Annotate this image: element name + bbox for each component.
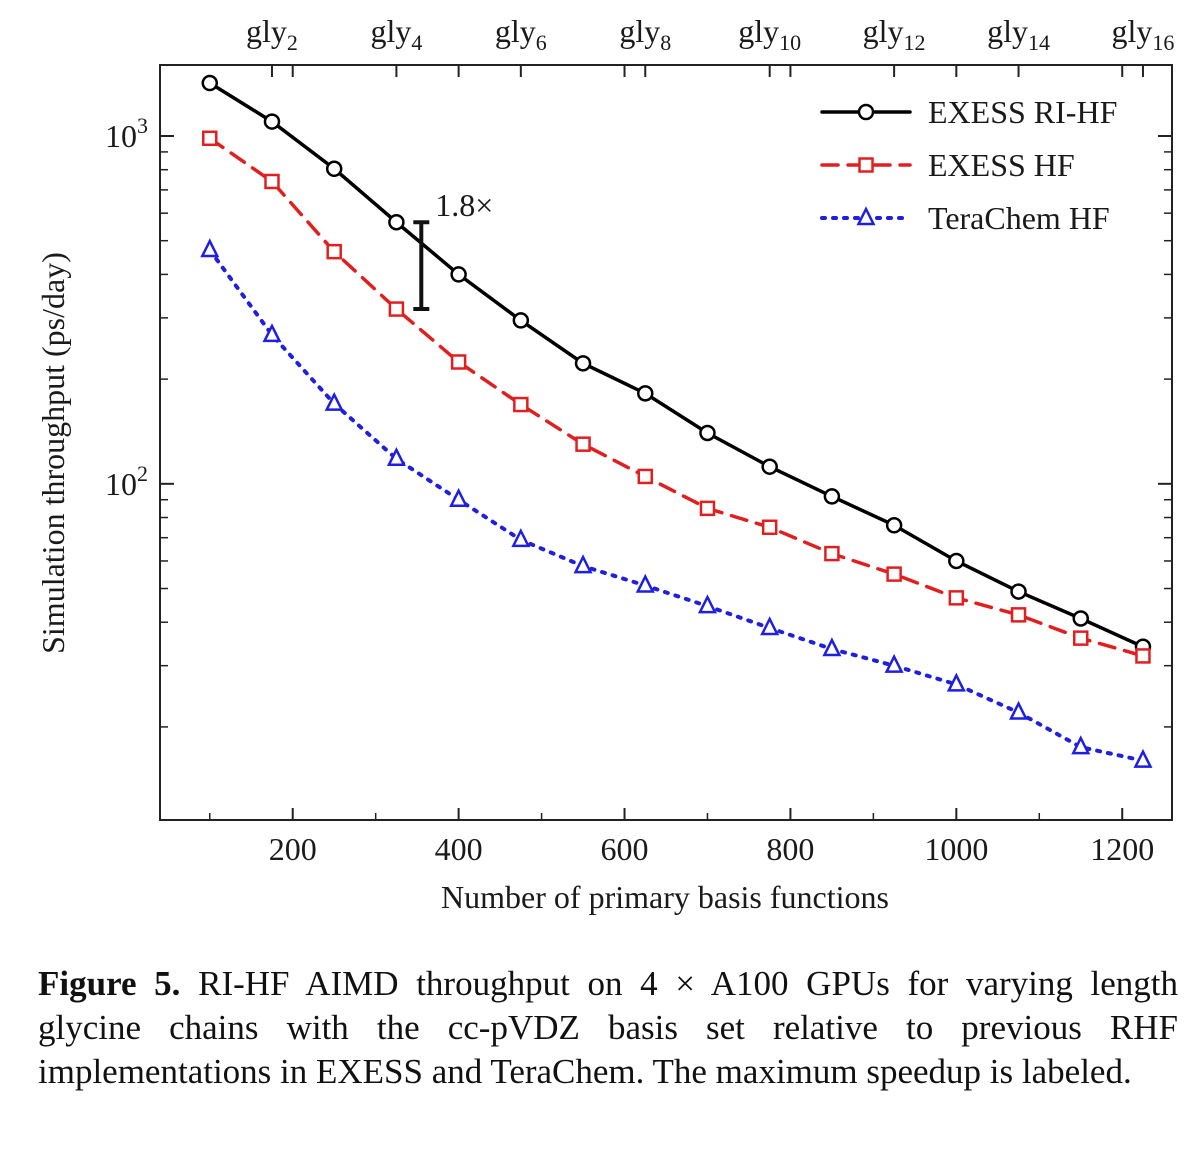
data-point (201, 74, 219, 92)
series-0 (201, 74, 1152, 656)
data-point (450, 266, 467, 283)
data-point (326, 243, 342, 260)
x-tick-label: 200 (269, 831, 317, 867)
top-tick-label: gly14 (987, 13, 1050, 55)
data-point (823, 488, 841, 505)
x-tick-label: 600 (601, 831, 649, 867)
series-line (208, 136, 1145, 658)
data-point (699, 424, 716, 442)
data-point (202, 130, 218, 147)
top-tick-label: gly16 (1112, 13, 1175, 55)
data-point (1073, 630, 1089, 646)
data-point (1133, 748, 1153, 768)
data-point (637, 385, 654, 402)
data-point (1071, 735, 1091, 755)
data-point (1135, 648, 1151, 664)
figure-caption: Figure 5. RI-HF AIMD throughput on 4 × A… (38, 962, 1178, 1094)
y-axis-title: Simulation throughput (ps/day) (35, 252, 71, 654)
series-2 (200, 238, 1153, 768)
legend-item-0: EXESS RI-HF (820, 94, 1117, 130)
data-point (856, 206, 876, 226)
data-point (388, 213, 405, 231)
x-tick-label: 400 (435, 831, 483, 867)
data-point (637, 468, 654, 485)
series-line (208, 81, 1145, 649)
data-point (857, 103, 875, 121)
data-point (575, 436, 591, 452)
data-point (760, 616, 780, 636)
data-point (388, 301, 405, 317)
data-point (200, 238, 220, 258)
data-point (325, 160, 343, 178)
data-point (574, 355, 592, 372)
data-point (263, 113, 281, 130)
x-tick-label: 1000 (924, 831, 988, 867)
series-line (207, 248, 1145, 763)
top-tick-label: gly8 (619, 13, 671, 55)
legend-item-2: TeraChem HF (820, 200, 1110, 236)
data-point (262, 323, 282, 343)
data-point (885, 517, 903, 534)
x-tick-label: 800 (766, 831, 814, 867)
top-tick-label: gly2 (246, 13, 298, 55)
data-point (761, 519, 778, 536)
legend-label: EXESS HF (928, 147, 1075, 183)
data-point (573, 554, 593, 574)
data-point (324, 391, 344, 411)
y-tick-label: 103 (105, 113, 148, 154)
data-point (386, 447, 406, 467)
data-point (884, 653, 904, 673)
caption-label: Figure 5. (38, 964, 181, 1003)
data-point (1009, 700, 1029, 720)
legend-item-1: EXESS HF (820, 147, 1075, 183)
data-point (513, 396, 529, 413)
top-tick-label: gly12 (863, 13, 926, 55)
data-point (449, 487, 469, 507)
data-point (761, 458, 778, 475)
data-point (1010, 607, 1027, 623)
legend-label: EXESS RI-HF (928, 94, 1117, 130)
data-point (948, 590, 965, 606)
data-point (1010, 583, 1027, 600)
x-axis-title: Number of primary basis functions (441, 879, 889, 915)
data-point (946, 672, 966, 692)
top-tick-label: gly10 (738, 13, 801, 55)
chart: 200 400 600 800 1000 1200 gly2 gly4 gly6 gly8 gly1… (35, 13, 1175, 915)
data-point (886, 566, 902, 582)
data-point (699, 500, 716, 517)
x-tick-label: 1200 (1090, 831, 1154, 867)
y-tick-label: 102 (105, 461, 148, 502)
data-point (264, 173, 280, 190)
data-point (822, 637, 842, 657)
data-point (635, 573, 655, 593)
data-point (697, 594, 717, 614)
legend-label: TeraChem HF (928, 200, 1110, 236)
data-point (450, 354, 467, 370)
data-point (1072, 610, 1090, 627)
speedup-label: 1.8× (435, 187, 493, 223)
data-point (824, 545, 840, 562)
data-point (858, 157, 874, 173)
plot-frame (159, 64, 1173, 821)
caption-text: RI-HF AIMD throughput on 4 × A100 GPUs f… (38, 964, 1179, 1091)
data-point (948, 552, 965, 570)
series-1 (202, 130, 1151, 664)
top-tick-label: gly6 (495, 13, 547, 55)
data-point (512, 312, 530, 329)
top-tick-label: gly4 (370, 13, 422, 55)
data-point (511, 528, 531, 548)
